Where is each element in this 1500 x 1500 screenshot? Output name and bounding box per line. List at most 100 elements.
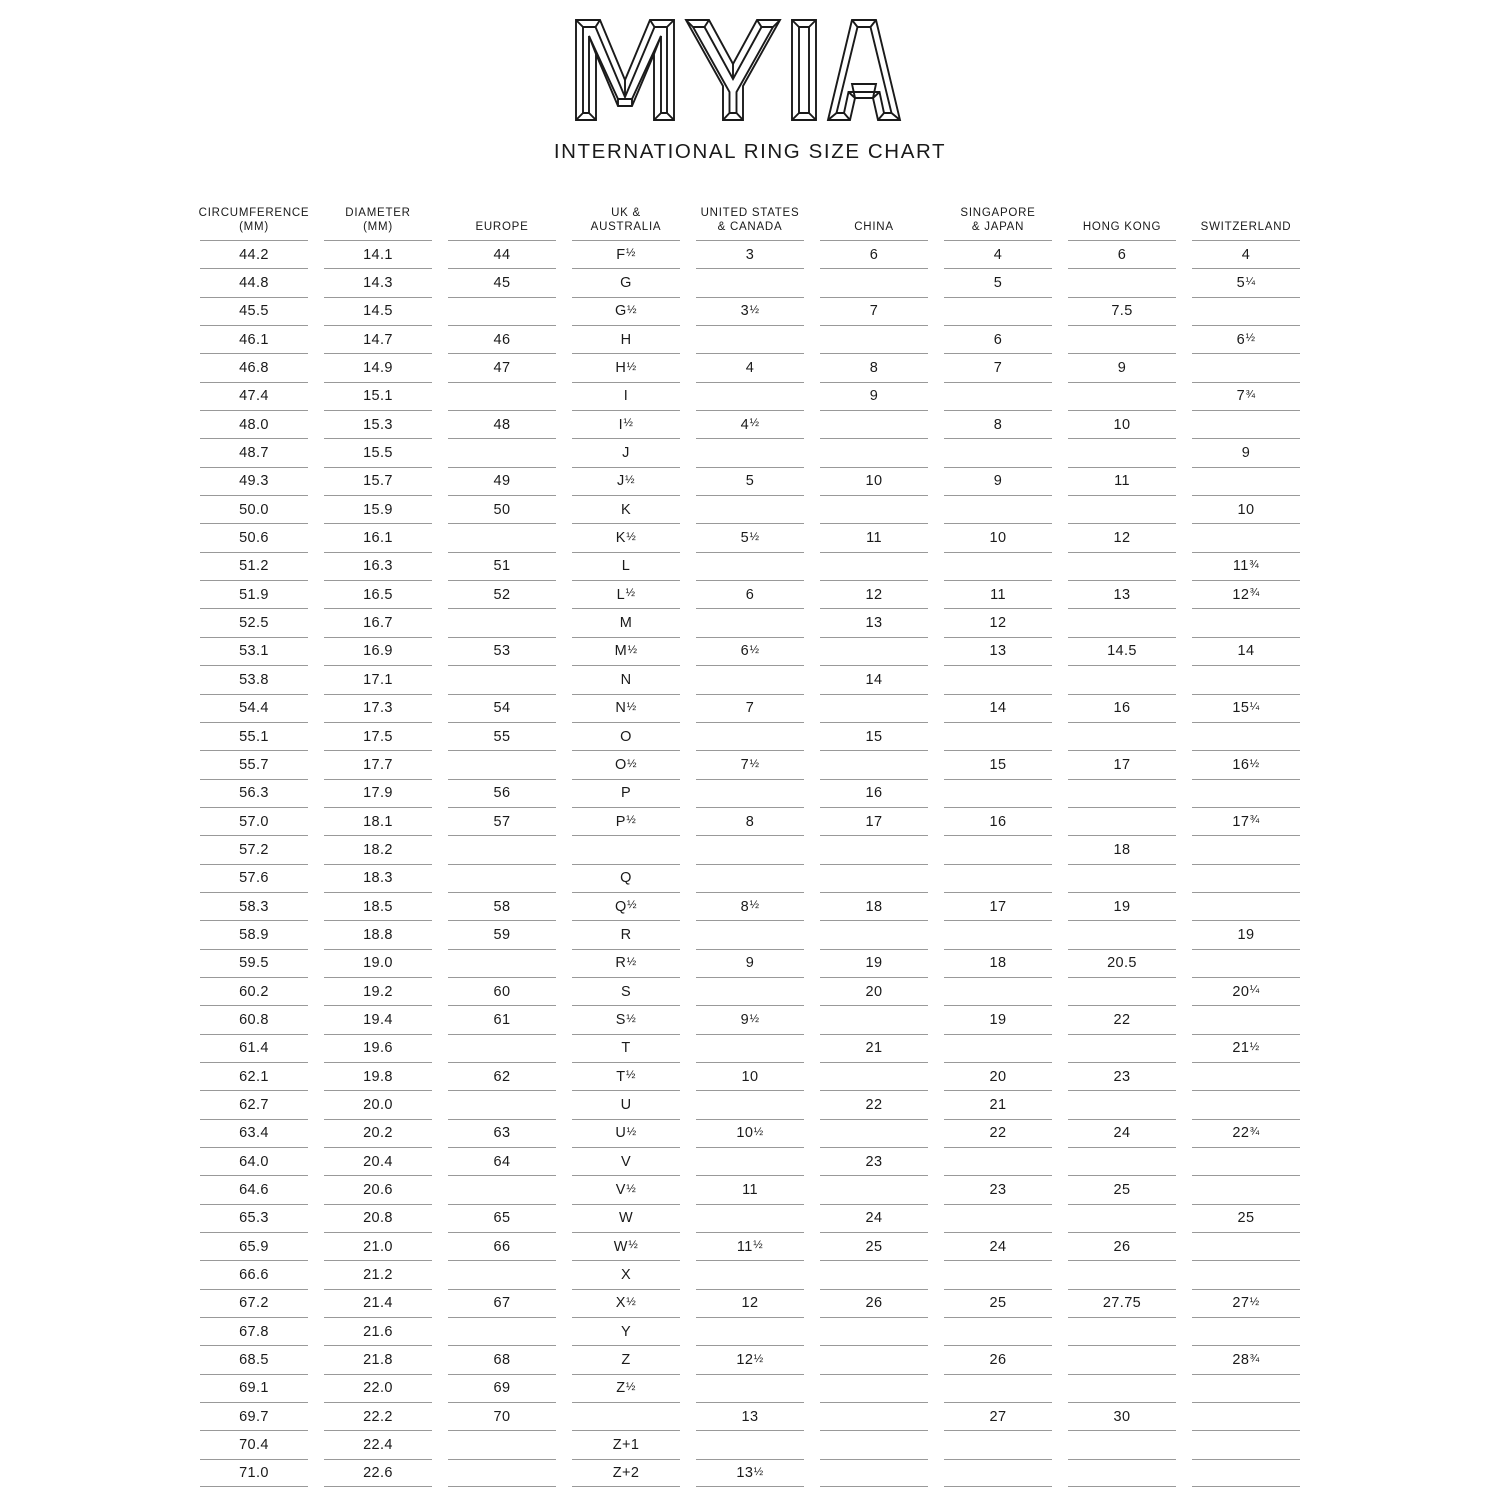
- cell-circumference-21: 57.0: [200, 806, 308, 835]
- cell-europe-17: 54: [448, 693, 556, 722]
- cell-singapore_japan-37: [944, 1260, 1052, 1288]
- cell-us_canada-23: [696, 863, 804, 892]
- column-header-line-2: & CANADA: [717, 221, 783, 233]
- cell-switzerland-30: [1192, 1061, 1300, 1090]
- cell-hong_kong-18: [1068, 721, 1176, 750]
- column-header-line-1: CIRCUMFERENCE: [198, 207, 310, 219]
- cell-hong_kong-1: 6: [1068, 240, 1176, 268]
- cell-diameter-11: 16.1: [324, 523, 432, 551]
- cell-circumference-29: 61.4: [200, 1033, 308, 1062]
- cell-china-3: 7: [820, 296, 928, 325]
- cell-hong_kong-16: [1068, 665, 1176, 693]
- cell-singapore_japan-40: 26: [944, 1345, 1052, 1373]
- fraction-glyph: ½: [627, 899, 637, 912]
- cell-singapore_japan-1: 4: [944, 240, 1052, 268]
- column-header-line-2: (MM): [363, 221, 393, 233]
- cell-singapore_japan-41: [944, 1373, 1052, 1402]
- cell-singapore_japan-35: [944, 1203, 1052, 1232]
- fraction-glyph: ¼: [1249, 700, 1260, 713]
- cell-china-14: 13: [820, 608, 928, 636]
- cell-china-43: [820, 1430, 928, 1458]
- cell-europe-31: [448, 1090, 556, 1118]
- cell-us_canada-13: 6: [696, 580, 804, 608]
- cell-uk_australia-18: O: [572, 721, 680, 750]
- cell-switzerland-1: 4: [1192, 240, 1300, 268]
- cell-singapore_japan-33: [944, 1147, 1052, 1175]
- cell-uk_australia-12: L: [572, 551, 680, 580]
- column-header-line-2: (MM): [239, 221, 269, 233]
- cell-us_canada-32: 10 ½: [696, 1118, 804, 1147]
- cell-circumference-36: 65.9: [200, 1232, 308, 1260]
- cell-hong_kong-19: 17: [1068, 750, 1176, 778]
- cell-europe-12: 51: [448, 551, 556, 580]
- cell-singapore_japan-5: 7: [944, 353, 1052, 381]
- cell-circumference-34: 64.6: [200, 1175, 308, 1203]
- cell-us_canada-12: [696, 551, 804, 580]
- cell-europe-34: [448, 1175, 556, 1203]
- cell-hong_kong-26: 20.5: [1068, 948, 1176, 977]
- fraction-glyph: ½: [749, 1012, 760, 1025]
- cell-switzerland-42: [1192, 1402, 1300, 1430]
- cell-circumference-24: 58.3: [200, 891, 308, 920]
- cell-hong_kong-38: 27.75: [1068, 1288, 1176, 1317]
- cell-uk_australia-20: P: [572, 778, 680, 807]
- cell-switzerland-5: [1192, 353, 1300, 381]
- cell-circumference-9: 49.3: [200, 466, 308, 495]
- cell-hong_kong-34: 25: [1068, 1175, 1176, 1203]
- cell-switzerland-32: 22 ¾: [1192, 1118, 1300, 1147]
- cell-circumference-17: 54.4: [200, 693, 308, 722]
- cell-circumference-40: 68.5: [200, 1345, 308, 1373]
- cell-hong_kong-33: [1068, 1147, 1176, 1175]
- cell-us_canada-17: 7: [696, 693, 804, 722]
- cell-switzerland-38: 27 ½: [1192, 1288, 1300, 1317]
- cell-europe-11: [448, 523, 556, 551]
- fraction-glyph: ½: [625, 1381, 636, 1394]
- cell-hong_kong-29: [1068, 1033, 1176, 1062]
- column-header-line-1: SWITZERLAND: [1200, 221, 1292, 233]
- cell-uk_australia-35: W: [572, 1203, 680, 1232]
- cell-europe-29: [448, 1033, 556, 1062]
- fraction-glyph: ¾: [1249, 559, 1260, 572]
- cell-china-19: [820, 750, 928, 778]
- fraction-glyph: ¾: [1249, 1352, 1260, 1365]
- cell-singapore_japan-29: [944, 1033, 1052, 1062]
- cell-singapore_japan-34: 23: [944, 1175, 1052, 1203]
- cell-diameter-15: 16.9: [324, 636, 432, 665]
- cell-diameter-34: 20.6: [324, 1175, 432, 1203]
- cell-switzerland-34: [1192, 1175, 1300, 1203]
- cell-hong_kong-32: 24: [1068, 1118, 1176, 1147]
- cell-china-39: [820, 1317, 928, 1345]
- cell-diameter-40: 21.8: [324, 1345, 432, 1373]
- cell-china-31: 22: [820, 1090, 928, 1118]
- cell-switzerland-12: 11 ¾: [1192, 551, 1300, 580]
- cell-singapore_japan-42: 27: [944, 1402, 1052, 1430]
- cell-uk_australia-10: K: [572, 495, 680, 523]
- cell-switzerland-10: 10: [1192, 495, 1300, 523]
- cell-circumference-30: 62.1: [200, 1061, 308, 1090]
- cell-switzerland-24: [1192, 891, 1300, 920]
- fraction-glyph: ¾: [1249, 814, 1260, 827]
- cell-china-9: 10: [820, 466, 928, 495]
- cell-circumference-26: 59.5: [200, 948, 308, 977]
- cell-europe-38: 67: [448, 1288, 556, 1317]
- column-header-uk_australia: UK & AUSTRALIA: [572, 194, 680, 240]
- cell-us_canada-40: 12 ½: [696, 1345, 804, 1373]
- cell-us_canada-18: [696, 721, 804, 750]
- cell-hong_kong-11: 12: [1068, 523, 1176, 551]
- fraction-glyph: ½: [625, 247, 636, 260]
- cell-singapore_japan-23: [944, 863, 1052, 892]
- cell-circumference-25: 58.9: [200, 920, 308, 948]
- cell-us_canada-39: [696, 1317, 804, 1345]
- cell-europe-10: 50: [448, 495, 556, 523]
- cell-europe-14: [448, 608, 556, 636]
- cell-diameter-7: 15.3: [324, 410, 432, 438]
- cell-diameter-38: 21.4: [324, 1288, 432, 1317]
- cell-china-10: [820, 495, 928, 523]
- cell-circumference-16: 53.8: [200, 665, 308, 693]
- cell-us_canada-2: [696, 268, 804, 296]
